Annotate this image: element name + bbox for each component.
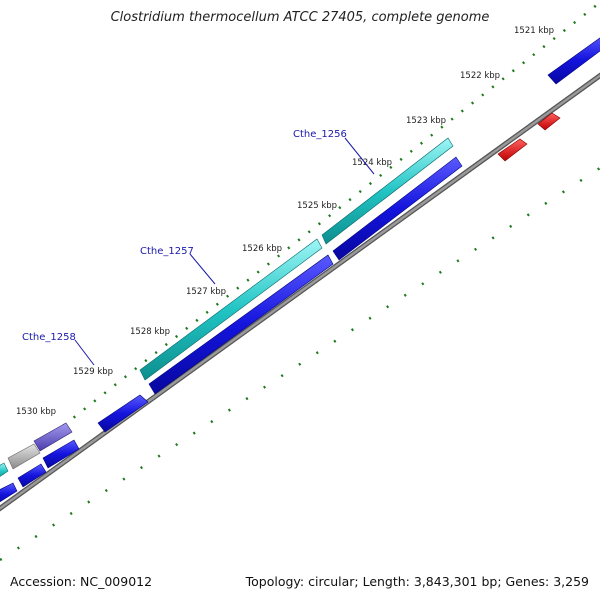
tick-label: 1528 kbp <box>130 327 170 337</box>
tick-label: 1521 kbp <box>514 26 554 36</box>
forward-cds-left-a <box>42 439 80 469</box>
gene-label-cthe-1258: Cthe_1258 <box>22 332 76 343</box>
outer-tick-ring <box>0 3 599 478</box>
tick-label: 1525 kbp <box>297 201 337 211</box>
leader-cthe-1256 <box>344 137 375 175</box>
forward-cds-1257 <box>148 254 334 395</box>
highlight-cds-left <box>0 462 9 477</box>
pseudo-feature-gray <box>7 443 41 470</box>
forward-cds-1521 <box>547 37 600 85</box>
tick-label: 1527 kbp <box>186 287 226 297</box>
ruler-labels: 1521 kbp 1522 kbp 1523 kbp 1524 kbp 1525 kbp… <box>16 26 554 417</box>
forward-cds-1256 <box>332 156 463 261</box>
forward-cds-left-b <box>17 463 47 488</box>
tick-label: 1523 kbp <box>406 116 446 126</box>
genome-summary-text: Topology: circular; Length: 3,843,301 bp… <box>245 574 589 589</box>
inner-tick-ring <box>0 166 600 562</box>
tick-label: 1524 kbp <box>352 158 392 168</box>
leader-cthe-1258 <box>74 339 95 366</box>
reverse-cds-a <box>537 112 561 131</box>
accession-text: Accession: NC_009012 <box>10 574 153 589</box>
gene-label-cthe-1257: Cthe_1257 <box>140 246 194 257</box>
gene-label-cthe-1256: Cthe_1256 <box>293 129 347 140</box>
tick-label: 1529 kbp <box>73 367 113 377</box>
map-title: Clostridium thermocellum ATCC 27405, com… <box>110 10 490 25</box>
tick-label: 1530 kbp <box>16 407 56 417</box>
gene-cthe-1256 <box>321 137 454 245</box>
forward-cds-1258 <box>97 394 149 433</box>
tick-label: 1522 kbp <box>460 71 500 81</box>
forward-cds-left-c <box>0 482 18 503</box>
reverse-cds-b <box>497 138 528 162</box>
other-feature-purple <box>33 422 73 452</box>
genome-backbone-highlight <box>0 74 600 510</box>
leader-cthe-1257 <box>189 253 216 285</box>
gene-cthe-1257 <box>139 238 323 381</box>
tick-label: 1526 kbp <box>242 244 282 254</box>
